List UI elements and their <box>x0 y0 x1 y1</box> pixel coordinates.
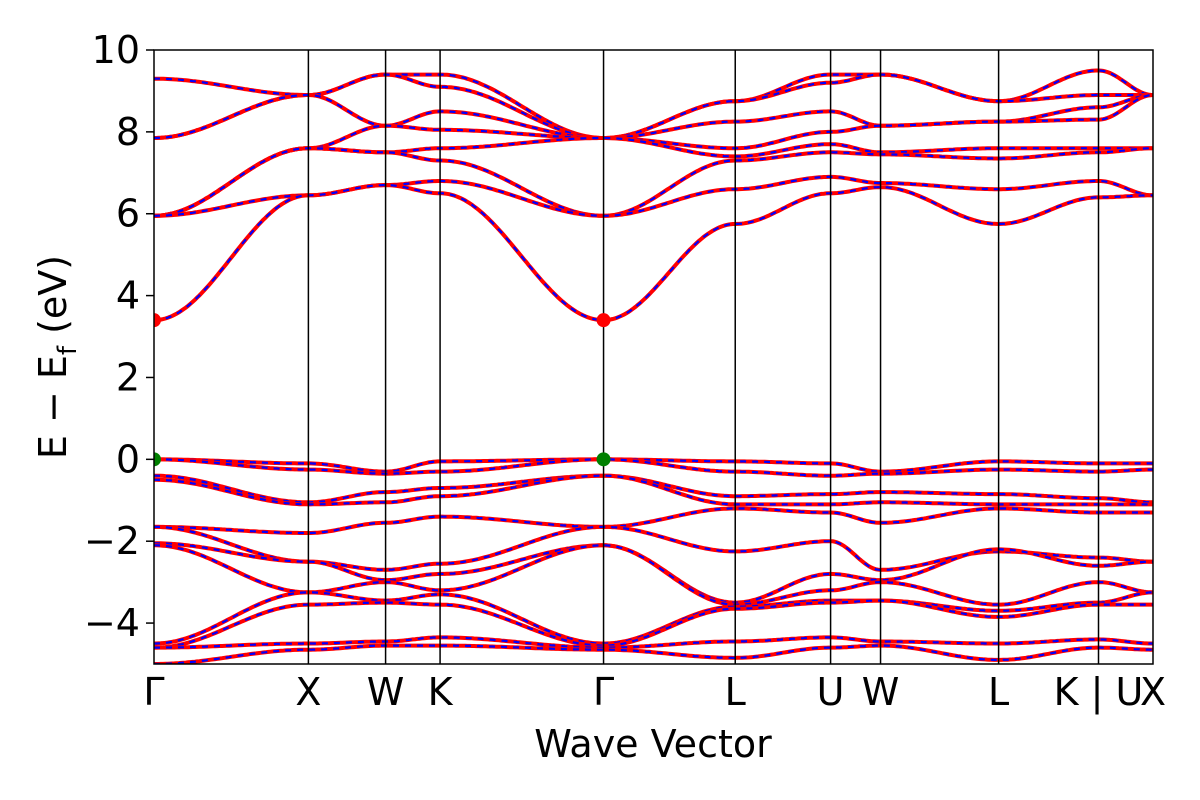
band-line-blue-dashed <box>154 474 1153 504</box>
x-tick-label: X <box>295 670 321 714</box>
band-edge-marker <box>154 313 161 328</box>
band-line-blue-dashed <box>154 147 1153 217</box>
y-tick-label: 4 <box>116 274 140 318</box>
y-tick-label: −4 <box>84 601 140 645</box>
band-line-blue-dashed <box>154 73 1153 140</box>
band-line-blue-dashed <box>154 542 1153 604</box>
band-line-red <box>154 643 1153 664</box>
y-tick-label: 0 <box>116 437 140 481</box>
band-line-red <box>154 457 1153 474</box>
x-axis-label: Wave Vector <box>534 722 772 766</box>
band-edge-marker <box>596 313 611 328</box>
y-tick-label: 8 <box>116 110 140 154</box>
x-tick-label: L <box>988 670 1009 714</box>
y-axis-label: E − Ef(eV) <box>31 255 83 459</box>
y-tick-label: 6 <box>116 192 140 236</box>
x-tick-label: W <box>367 670 405 714</box>
plot-frame <box>153 49 1154 665</box>
x-tick-label: L <box>725 670 746 714</box>
y-axis-ticks: 10 8 6 4 2 0 −2 −4 <box>84 28 154 645</box>
x-tick-label: K | U <box>1054 670 1144 715</box>
band-line-blue-dashed <box>154 184 1153 322</box>
band-line-blue-dashed <box>154 544 1153 606</box>
band-line-blue-dashed <box>154 636 1153 649</box>
x-tick-label: Γ <box>143 670 164 714</box>
y-tick-label: −2 <box>84 519 140 563</box>
band-edge-markers <box>154 313 611 467</box>
band-line-red <box>154 457 1153 478</box>
x-tick-label: U <box>817 670 845 714</box>
y-tick-label: 10 <box>92 28 140 72</box>
x-tick-label: X <box>1140 670 1166 714</box>
band-lines <box>154 68 1153 664</box>
band-edge-marker <box>596 452 611 467</box>
x-tick-label: K <box>428 670 454 714</box>
x-tick-label: Γ <box>593 670 614 714</box>
band-line-red <box>154 506 1153 535</box>
high-symmetry-lines <box>307 50 1100 664</box>
x-tick-label: W <box>862 670 900 714</box>
y-tick-label: 2 <box>116 355 140 399</box>
band-line-blue-dashed <box>154 599 1153 649</box>
band-edge-marker <box>154 452 161 467</box>
band-line-blue-dashed <box>154 474 1153 506</box>
